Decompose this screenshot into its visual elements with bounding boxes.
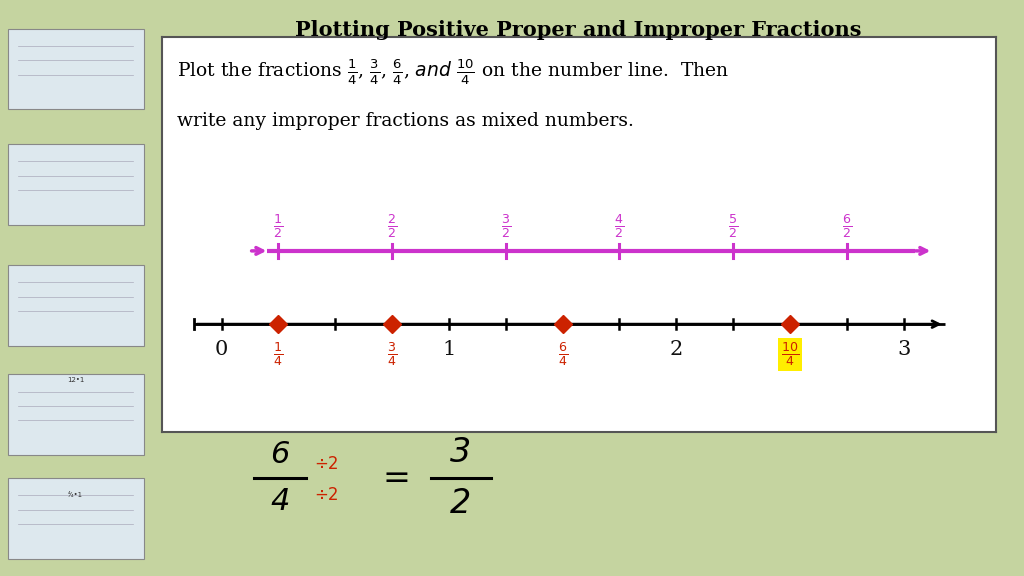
- Text: 1: 1: [442, 340, 456, 359]
- Bar: [7, 265, 144, 346]
- Text: $\frac{3}{4}$: $\frac{3}{4}$: [387, 340, 397, 368]
- Bar: [7, 144, 144, 225]
- Text: ÷2: ÷2: [314, 454, 339, 473]
- Text: 0: 0: [215, 340, 228, 359]
- Text: Plotting Positive Proper and Improper Fractions: Plotting Positive Proper and Improper Fr…: [295, 20, 862, 40]
- Text: $\frac{1}{2}$: $\frac{1}{2}$: [273, 212, 284, 240]
- Text: $\frac{10}{4}$: $\frac{10}{4}$: [781, 340, 799, 368]
- Text: ÷2: ÷2: [314, 486, 339, 505]
- Text: 3: 3: [897, 340, 910, 359]
- Text: 2: 2: [451, 487, 471, 520]
- Text: 3: 3: [451, 437, 471, 469]
- Text: write any improper fractions as mixed numbers.: write any improper fractions as mixed nu…: [177, 112, 634, 130]
- Bar: [7, 374, 144, 455]
- Text: 2: 2: [670, 340, 683, 359]
- Text: $\frac{4}{2}$: $\frac{4}{2}$: [614, 212, 625, 240]
- Text: $\frac{6}{4}$: $\frac{6}{4}$: [558, 340, 567, 368]
- Bar: [7, 29, 144, 109]
- Text: $\frac{5}{2}$: $\frac{5}{2}$: [728, 212, 738, 240]
- Text: $\frac{1}{4}$: $\frac{1}{4}$: [273, 340, 284, 368]
- Text: 12•1: 12•1: [68, 377, 84, 383]
- Text: $\frac{6}{2}$: $\frac{6}{2}$: [842, 212, 852, 240]
- Bar: [7, 478, 144, 559]
- Text: 6: 6: [270, 441, 290, 469]
- Text: 4: 4: [270, 487, 290, 516]
- Text: ⁴⁄₄•1: ⁴⁄₄•1: [69, 492, 83, 498]
- Text: =: =: [382, 461, 411, 495]
- Text: $\frac{3}{2}$: $\frac{3}{2}$: [501, 212, 511, 240]
- Text: $\frac{2}{2}$: $\frac{2}{2}$: [387, 212, 397, 240]
- Text: Plot the fractions $\frac{1}{4}$, $\frac{3}{4}$, $\frac{6}{4}$, $\mathit{and}$ $: Plot the fractions $\frac{1}{4}$, $\frac…: [177, 58, 729, 87]
